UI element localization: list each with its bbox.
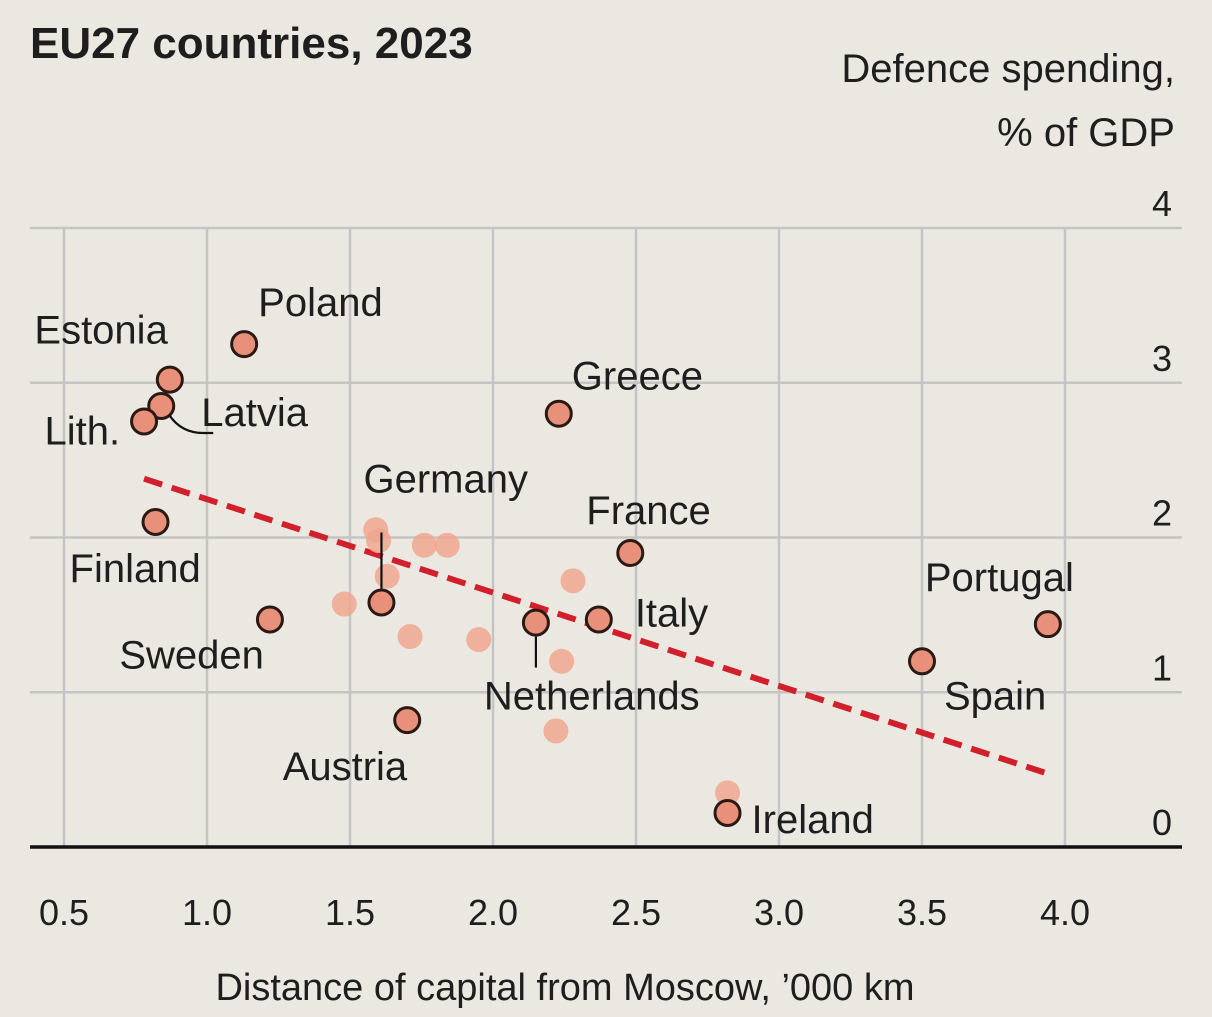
x-tick-label: 0.5	[39, 892, 89, 933]
country-label: Netherlands	[484, 675, 700, 719]
x-tick-label: 3.5	[897, 892, 947, 933]
x-tick-label: 1.0	[182, 892, 232, 933]
scatter-point-labeled	[544, 399, 573, 428]
country-label: Germany	[363, 457, 527, 501]
y-tick-label: 2	[1152, 493, 1172, 534]
scatter-point	[434, 532, 460, 558]
x-tick-labels: 0.5 1.0 1.5 2.0 2.5 3.0 3.5 4.0	[39, 892, 1090, 933]
scatter-point	[466, 627, 492, 653]
scatter-point-labeled	[1033, 610, 1062, 639]
x-tick-label: 1.5	[325, 892, 375, 933]
scatter-point-labeled	[713, 798, 742, 827]
scatter-point	[543, 718, 569, 744]
y-axis-label-line2: % of GDP	[997, 111, 1175, 155]
country-label: Ireland	[752, 798, 874, 842]
x-tick-label: 3.0	[754, 892, 804, 933]
country-label: Portugal	[925, 556, 1074, 600]
scatter-point	[411, 532, 437, 558]
x-tick-label: 2.0	[468, 892, 518, 933]
scatter-point-labeled	[255, 605, 284, 634]
country-label: Austria	[283, 745, 408, 789]
scatter-point-labeled	[908, 647, 936, 676]
scatter-point	[397, 624, 423, 650]
y-tick-label: 0	[1152, 802, 1172, 843]
points-group	[130, 330, 1062, 827]
annotations: Poland Estonia Latvia Lith. Greece Finland Fra…	[34, 281, 1073, 842]
scatter-point-labeled	[130, 407, 159, 436]
country-label: France	[586, 489, 711, 533]
scatter-point-labeled	[367, 588, 396, 617]
y-tick-labels: 0 1 2 3 4	[1152, 183, 1172, 843]
y-tick-label: 1	[1152, 647, 1172, 688]
scatter-point-labeled	[155, 365, 184, 394]
country-label: Spain	[944, 674, 1046, 718]
country-label: Poland	[258, 281, 383, 325]
country-label: Sweden	[119, 634, 264, 678]
scatter-point-labeled	[616, 538, 645, 567]
scatter-point-labeled	[584, 605, 613, 634]
country-label: Estonia	[34, 309, 168, 353]
country-label: Finland	[70, 547, 201, 591]
y-axis-label-line1: Defence spending,	[841, 47, 1175, 91]
scatter-point-labeled	[230, 330, 259, 359]
y-tick-label: 3	[1152, 338, 1172, 379]
country-label: Lith.	[44, 409, 120, 453]
scatter-point	[560, 568, 586, 594]
scatter-point	[374, 563, 400, 589]
grid	[30, 226, 1182, 849]
x-axis-label: Distance of capital from Moscow, ’000 km	[215, 967, 914, 1009]
scatter-point-labeled	[141, 508, 170, 537]
y-tick-label: 4	[1152, 183, 1172, 224]
scatter-point	[366, 528, 392, 554]
scatter-point	[549, 648, 575, 674]
country-label: Latvia	[201, 391, 308, 435]
chart-title: EU27 countries, 2023	[30, 19, 473, 68]
scatter-point	[331, 591, 357, 617]
scatter-point-labeled	[393, 706, 422, 735]
latvia-leader-line	[168, 414, 214, 435]
scatter-point-labeled	[521, 608, 550, 637]
scatter-point-labeled	[147, 391, 176, 420]
scatter-point	[715, 780, 741, 806]
country-label: Greece	[572, 355, 703, 399]
x-tick-label: 2.5	[611, 892, 661, 933]
country-label: Italy	[635, 592, 708, 636]
x-tick-label: 4.0	[1040, 892, 1090, 933]
